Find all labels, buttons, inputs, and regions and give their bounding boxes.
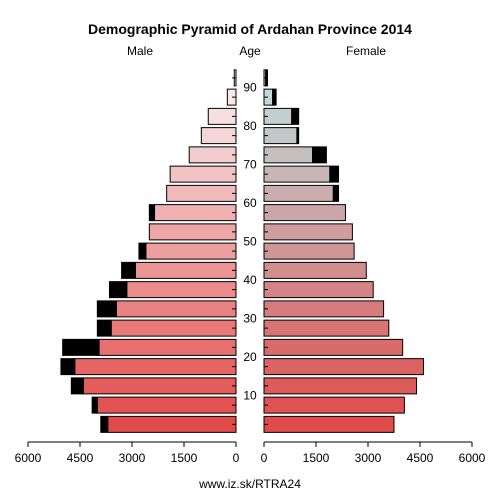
male-bar-35-39 <box>126 281 237 299</box>
female-surplus-bar-85-89 <box>272 88 277 106</box>
male-x-tick-label-1500: 1500 <box>171 451 198 465</box>
female-bar-80-84 <box>263 107 293 125</box>
male-bars <box>60 69 237 433</box>
male-bar-25-29 <box>110 319 237 337</box>
male-surplus-bar-45-49 <box>138 242 147 260</box>
source-label: www.iz.sk/RTRA24 <box>198 477 301 491</box>
female-bar-75-79 <box>263 127 298 145</box>
male-x-tick-label-0: 0 <box>233 451 240 465</box>
female-bar-50-54 <box>263 223 353 241</box>
female-bar-10-14 <box>263 377 418 395</box>
female-bar-0-4 <box>263 415 395 433</box>
female-surplus-bar-60-64 <box>332 184 340 202</box>
female-surplus-bar-80-84 <box>291 107 300 125</box>
male-bar-15-19 <box>74 358 237 376</box>
age-axis: 10 20 30 40 50 60 70 80 90 <box>232 77 268 425</box>
age-tick-label-90: 90 <box>243 81 257 95</box>
male-bar-20-24 <box>98 338 237 356</box>
male-bar-65-69 <box>169 165 237 183</box>
male-bar-50-54 <box>148 223 237 241</box>
female-bar-30-34 <box>263 300 385 318</box>
female-bar-55-59 <box>263 204 346 222</box>
age-tick-label-10: 10 <box>243 389 257 403</box>
male-bar-70-74 <box>188 146 237 164</box>
male-bar-30-34 <box>115 300 237 318</box>
male-x-axis: 6000 4500 3000 1500 0 <box>15 441 240 465</box>
age-tick-label-80: 80 <box>243 119 257 133</box>
male-bar-40-44 <box>134 261 237 279</box>
age-tick-label-70: 70 <box>243 158 257 172</box>
male-label: Male <box>127 44 153 58</box>
female-bar-25-29 <box>263 319 390 337</box>
female-bar-45-49 <box>263 242 355 260</box>
chart-title: Demographic Pyramid of Ardahan Province … <box>88 21 412 37</box>
female-bar-5-9 <box>263 396 405 414</box>
male-x-tick-label-6000: 6000 <box>15 451 42 465</box>
female-bar-35-39 <box>263 281 374 299</box>
female-bars <box>263 69 424 433</box>
male-bar-75-79 <box>200 127 237 145</box>
male-bar-0-4 <box>107 415 237 433</box>
male-bar-80-84 <box>207 107 237 125</box>
female-surplus-bar-65-69 <box>329 165 340 183</box>
male-x-tick-label-3000: 3000 <box>119 451 146 465</box>
male-bar-5-9 <box>96 396 237 414</box>
female-x-axis: 0 1500 3000 4500 6000 <box>261 441 486 465</box>
age-tick-label-40: 40 <box>243 273 257 287</box>
male-surplus-bar-10-14 <box>70 377 84 395</box>
female-label: Female <box>346 44 386 58</box>
age-tick-label-60: 60 <box>243 196 257 210</box>
male-bar-10-14 <box>82 377 237 395</box>
male-surplus-bar-0-4 <box>100 415 109 433</box>
female-surplus-bar-75-79 <box>296 127 300 145</box>
age-tick-label-30: 30 <box>243 312 257 326</box>
male-surplus-bar-5-9 <box>91 396 98 414</box>
female-bar-65-69 <box>263 165 331 183</box>
male-surplus-bar-25-29 <box>96 319 112 337</box>
female-bar-15-19 <box>263 358 424 376</box>
female-bar-70-74 <box>263 146 314 164</box>
female-x-tick-label-0: 0 <box>261 451 268 465</box>
age-label: Age <box>239 44 261 58</box>
male-surplus-bar-35-39 <box>108 281 128 299</box>
age-tick-label-20: 20 <box>243 350 257 364</box>
female-bar-20-24 <box>263 338 404 356</box>
female-x-tick-label-3000: 3000 <box>355 451 382 465</box>
female-x-tick-label-6000: 6000 <box>459 451 486 465</box>
male-bar-45-49 <box>145 242 237 260</box>
male-surplus-bar-15-19 <box>60 358 76 376</box>
male-surplus-bar-30-34 <box>96 300 117 318</box>
male-surplus-bar-55-59 <box>148 204 156 222</box>
female-surplus-bar-70-74 <box>312 146 327 164</box>
male-surplus-bar-40-44 <box>121 261 136 279</box>
male-bar-55-59 <box>154 204 237 222</box>
female-bar-60-64 <box>263 184 334 202</box>
male-surplus-bar-20-24 <box>62 338 100 356</box>
female-bar-40-44 <box>263 261 367 279</box>
female-x-tick-label-1500: 1500 <box>303 451 330 465</box>
female-x-tick-label-4500: 4500 <box>407 451 434 465</box>
male-x-tick-label-4500: 4500 <box>67 451 94 465</box>
age-tick-label-50: 50 <box>243 235 257 249</box>
male-bar-60-64 <box>166 184 237 202</box>
